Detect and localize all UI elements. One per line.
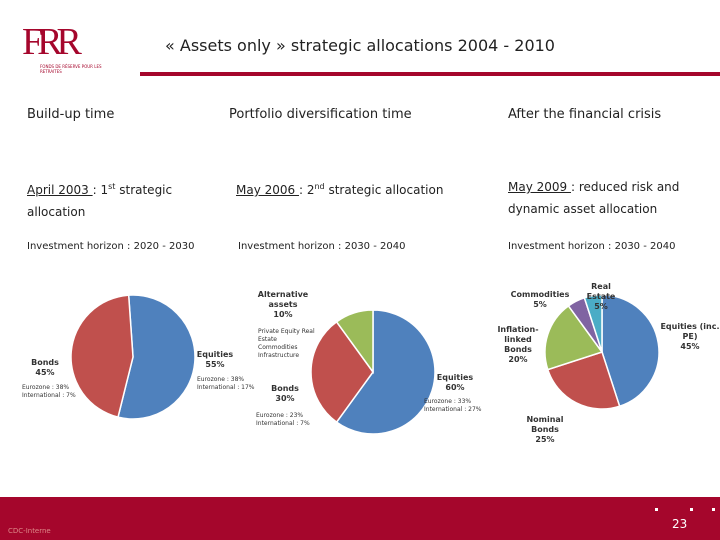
pie-slice [544, 304, 604, 371]
page-number: 23 [672, 517, 688, 531]
value-label: 5% [533, 300, 547, 309]
pie-slice [583, 294, 603, 353]
slice-label: Bonds 45% [20, 358, 70, 378]
slice-label: Equities 60% [430, 373, 480, 393]
allocation-description: May 2006 : 2nd strategic allocation [236, 176, 496, 201]
slice-label: Commodities 5% [508, 290, 572, 310]
dot [690, 508, 693, 511]
allocation-description: April 2003 : 1st strategic allocation [27, 176, 212, 223]
value-label: 55% [205, 360, 225, 369]
slice-label: Alternative assets 10% [255, 290, 311, 320]
annotation: Eurozone : 33% International : 27% [424, 398, 482, 413]
date: May 2009 [508, 180, 571, 194]
column-heading: Portfolio diversification time [229, 107, 412, 122]
text: nd [314, 182, 325, 191]
category-label: Real Estate [586, 282, 616, 301]
slice-label: Bonds 30% [262, 384, 308, 404]
logo: FRR [22, 21, 82, 63]
category-label: Alternative assets [257, 290, 309, 309]
footer-note: CDC-Interne [8, 527, 51, 535]
category-label: Bonds [31, 358, 59, 367]
slice-label: Real Estate 5% [576, 282, 626, 312]
allocation-description: May 2009 : reduced risk and dynamic asse… [508, 176, 708, 220]
slice-label: Nominal Bonds 25% [518, 415, 572, 445]
text: strategic allocation [324, 183, 444, 197]
horizon: Investment horizon : 2030 - 2040 [508, 241, 676, 252]
title-rule [140, 72, 720, 76]
date: April 2003 [27, 183, 93, 197]
horizon: Investment horizon : 2020 - 2030 [27, 241, 195, 252]
slide-title: « Assets only » strategic allocations 20… [165, 36, 555, 55]
category-label: Inflation-linked Bonds [497, 325, 539, 354]
horizon: Investment horizon : 2030 - 2040 [238, 241, 406, 252]
logo-caption: FONDS DE RÉSERVE POUR LES RETRAITES [40, 64, 102, 74]
text: strategic allocation [27, 183, 173, 219]
annotation: Eurozone : 38% International : 7% [22, 384, 76, 399]
pie-charts [70, 294, 660, 435]
dot [655, 508, 658, 511]
value-label: 45% [35, 368, 55, 377]
dot [712, 508, 715, 511]
pie-slice [310, 320, 374, 424]
pie-slice [335, 309, 436, 435]
category-label: Nominal Bonds [526, 415, 564, 434]
value-label: 5% [594, 302, 608, 311]
pie-slice [117, 294, 196, 420]
annotation: Private Equity Real Estate Commodities I… [258, 328, 315, 359]
category-label: Equities [196, 350, 234, 359]
category-label: Bonds [271, 384, 299, 393]
annotation: Eurozone : 38% International : 17% [197, 376, 255, 391]
slice-label: Equities (inc. PE) 45% [660, 322, 720, 352]
category-label: Equities [436, 373, 474, 382]
value-label: 45% [680, 342, 700, 351]
value-label: 60% [445, 383, 465, 392]
text: : 2 [298, 183, 315, 197]
column-heading: Build-up time [27, 107, 115, 122]
pie-slice [546, 351, 621, 410]
date: May 2006 [236, 183, 299, 197]
text: : reduced risk and dynamic asset allocat… [508, 180, 680, 216]
value-label: 30% [275, 394, 295, 403]
text: st [108, 182, 116, 191]
slice-label: Inflation-linked Bonds 20% [490, 325, 546, 365]
text: : 1 [92, 183, 109, 197]
value-label: 25% [535, 435, 555, 444]
value-label: 20% [508, 355, 528, 364]
category-label: Commodities [510, 290, 570, 299]
pie-slice [70, 294, 134, 419]
value-label: 10% [273, 310, 293, 319]
pie-slice [335, 309, 374, 375]
annotation: Eurozone : 23% International : 7% [256, 412, 310, 427]
category-label: Equities (inc. PE) [660, 322, 720, 341]
column-heading: After the financial crisis [508, 107, 662, 122]
slice-label: Equities 55% [190, 350, 240, 370]
footer [0, 497, 720, 540]
pie-slice [601, 294, 660, 408]
